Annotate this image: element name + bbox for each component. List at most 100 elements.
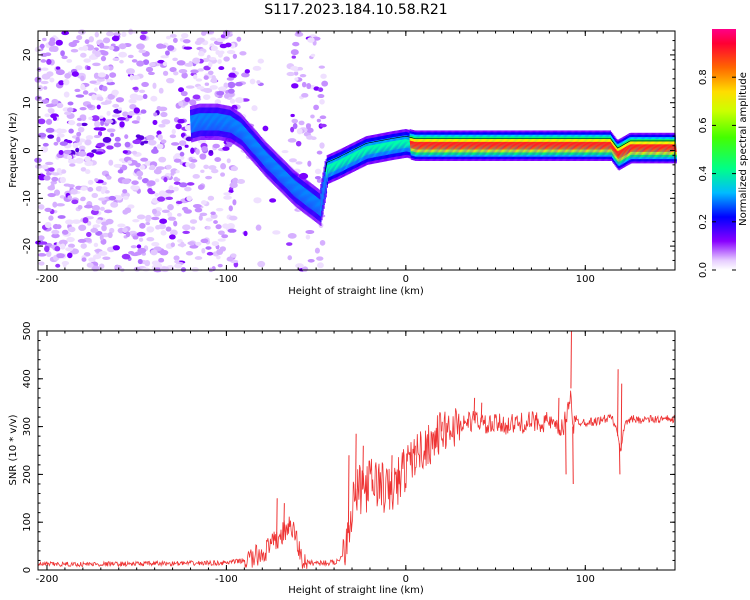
noise-blob [159, 44, 167, 49]
ridge-segment [469, 141, 473, 150]
ridge-segment [368, 145, 372, 155]
noise-blob [174, 153, 182, 158]
noise-blob [60, 169, 67, 174]
noise-blob [227, 81, 236, 89]
ridge-segment [230, 116, 234, 134]
ridge-segment [507, 141, 510, 150]
ridge-segment [478, 141, 481, 150]
noise-blob [67, 154, 73, 160]
ridge-segment [290, 176, 293, 194]
ridge-segment [567, 141, 571, 150]
noise-blob [217, 59, 222, 64]
ridge-segment [645, 144, 648, 153]
snr-spike [347, 455, 350, 527]
ridge-segment [318, 198, 321, 216]
ridge-segment [349, 154, 352, 164]
noise-blob [180, 132, 186, 138]
noise-blob [132, 139, 142, 145]
ridge-segment [288, 175, 292, 193]
noise-blob [45, 161, 54, 166]
ridge-segment [199, 113, 203, 131]
noise-blob [77, 204, 83, 210]
ridge-segment [395, 140, 399, 150]
noise-blob [192, 174, 200, 179]
ridge-segment [333, 162, 336, 171]
ridge-segment [225, 114, 228, 133]
noise-blob [65, 247, 74, 252]
noise-blob [158, 106, 168, 112]
ridge-segment [502, 141, 505, 150]
colorbar-tick-label: 0.0 [698, 262, 709, 278]
x-tick-label: -100 [215, 274, 238, 285]
ridge-segment [193, 114, 196, 132]
noise-blob [99, 234, 104, 241]
ridge-segment [222, 114, 225, 132]
noise-blob [216, 255, 221, 260]
noise-blob [287, 255, 293, 261]
noise-blob [220, 163, 227, 170]
ridge-segment [322, 182, 325, 200]
noise-blob [201, 247, 206, 254]
ridge-segment [635, 144, 639, 153]
ridge-segment [354, 151, 358, 161]
x-tick-label: 0 [403, 274, 409, 285]
noise-blob [239, 51, 247, 56]
snr-line [37, 390, 676, 569]
noise-blob [230, 42, 236, 49]
noise-blob [84, 155, 91, 163]
noise-blob [197, 51, 205, 57]
noise-blob [227, 88, 235, 94]
noise-blob [40, 80, 49, 85]
ridge-segment [629, 144, 632, 153]
ridge-segment [660, 144, 663, 153]
ridge-segment [557, 141, 560, 150]
noise-blob [75, 157, 84, 164]
noise-blob [190, 69, 199, 74]
ridge-segment [450, 141, 453, 150]
noise-blob [122, 195, 129, 200]
noise-blob [201, 145, 208, 152]
noise-blob [307, 37, 315, 43]
noise-blob [214, 157, 222, 162]
noise-blob [70, 188, 78, 195]
ridge-segment [573, 141, 576, 150]
noise-blob [104, 119, 114, 124]
noise-blob [74, 88, 81, 93]
noise-blob [112, 32, 121, 36]
noise-blob [226, 77, 234, 81]
noise-blob [67, 226, 76, 233]
colorbar-tick-label: 0.2 [698, 214, 709, 230]
ridge-segment [386, 142, 390, 151]
noise-blob [136, 115, 141, 122]
colorbar-ticks: 0.0 0.2 0.4 0.6 0.8 [698, 69, 736, 278]
x-tick-label: -100 [215, 574, 238, 585]
ridge-segment [362, 147, 365, 157]
noise-blob [42, 142, 49, 147]
ridge-segment [209, 113, 212, 131]
ridge-segment [614, 147, 617, 156]
ridge-segment [287, 173, 291, 192]
noise-blob [175, 123, 182, 130]
ridge-segment [258, 144, 262, 162]
ridge-segment [447, 141, 450, 150]
noise-blob [80, 243, 87, 249]
noise-blob [291, 55, 296, 59]
ridge-segment [657, 144, 660, 153]
ridge-segment [581, 141, 585, 150]
ridge-segment [300, 185, 304, 203]
noise-blob [205, 246, 212, 250]
noise-blob [43, 175, 51, 181]
ridge-segment [644, 144, 647, 153]
noise-blob [177, 145, 183, 151]
ridge-segment [420, 141, 423, 150]
ridge-segment [641, 144, 644, 153]
ridge-segment [545, 141, 548, 150]
noise-blob [227, 228, 237, 233]
ridge-segment [503, 141, 506, 150]
noise-blob [112, 114, 121, 118]
noise-blob [66, 107, 74, 113]
noise-blob [163, 176, 168, 183]
ridge-segment [605, 141, 608, 150]
noise-blob [205, 217, 213, 222]
ridge-segment [467, 141, 471, 150]
